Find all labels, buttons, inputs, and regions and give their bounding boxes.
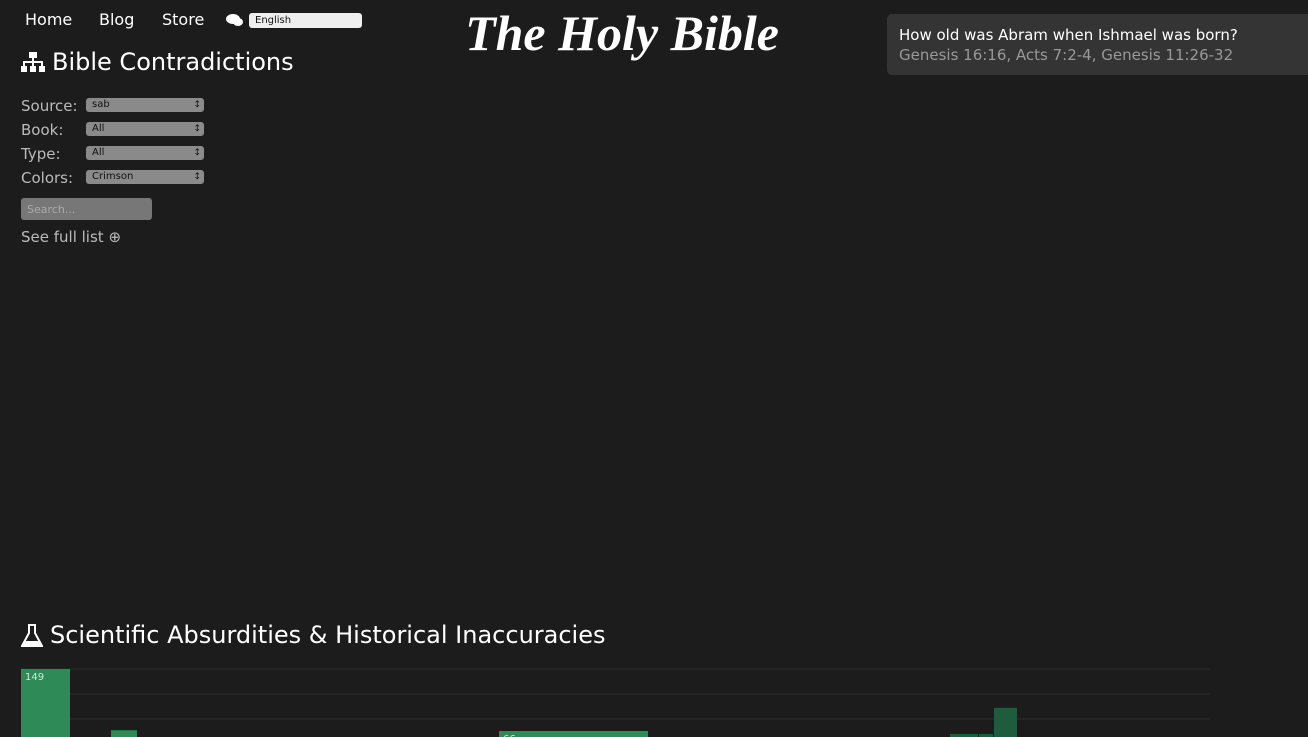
bar [21, 668, 70, 737]
bar [499, 730, 648, 737]
logo[interactable]: The Holy Bible [465, 5, 779, 61]
filter-label: Book: [21, 121, 64, 139]
arcs [20, 103, 1211, 497]
search-input[interactable]: Search... [21, 198, 152, 220]
flask-icon [21, 624, 43, 647]
bar [111, 730, 137, 737]
filter-select[interactable]: Crimson [86, 170, 204, 184]
verse-strip [949, 496, 1211, 574]
section-title: Scientific Absurdities & Historical Inac… [50, 621, 606, 649]
bar [950, 733, 978, 737]
language-select[interactable]: English [249, 13, 362, 28]
bar-label: 149 [25, 672, 44, 683]
see-full-list[interactable]: See full list ⊕ [21, 228, 122, 246]
tooltip-question: How old was Abram when Ishmael was born? [899, 26, 1238, 44]
link-text[interactable]: See full list [21, 228, 104, 246]
bar-label: 66 [503, 734, 516, 737]
tooltip-refs: Genesis 16:16, Acts 7:2-4, Genesis 11:26… [899, 46, 1234, 64]
nav-link[interactable]: Store [162, 10, 205, 29]
science-chart: 149 66 [21, 668, 1210, 737]
nav-link[interactable]: Home [25, 10, 73, 29]
filter-select[interactable]: All [86, 146, 204, 160]
filter-select[interactable]: All [86, 122, 204, 136]
filter-label: Source: [21, 97, 78, 115]
tooltip: How old was Abram when Ishmael was born?… [887, 14, 1308, 75]
sitemap-icon [21, 52, 45, 72]
filter-label: Type: [21, 145, 61, 163]
filter-label: Colors: [21, 169, 74, 187]
nav-link[interactable]: Blog [99, 10, 135, 29]
verse-strip [20, 496, 950, 575]
chat-icon [226, 14, 243, 26]
section-title: Bible Contradictions [52, 48, 294, 76]
bar [979, 733, 993, 737]
bar [994, 707, 1017, 737]
filter-select[interactable]: sab [86, 98, 204, 112]
